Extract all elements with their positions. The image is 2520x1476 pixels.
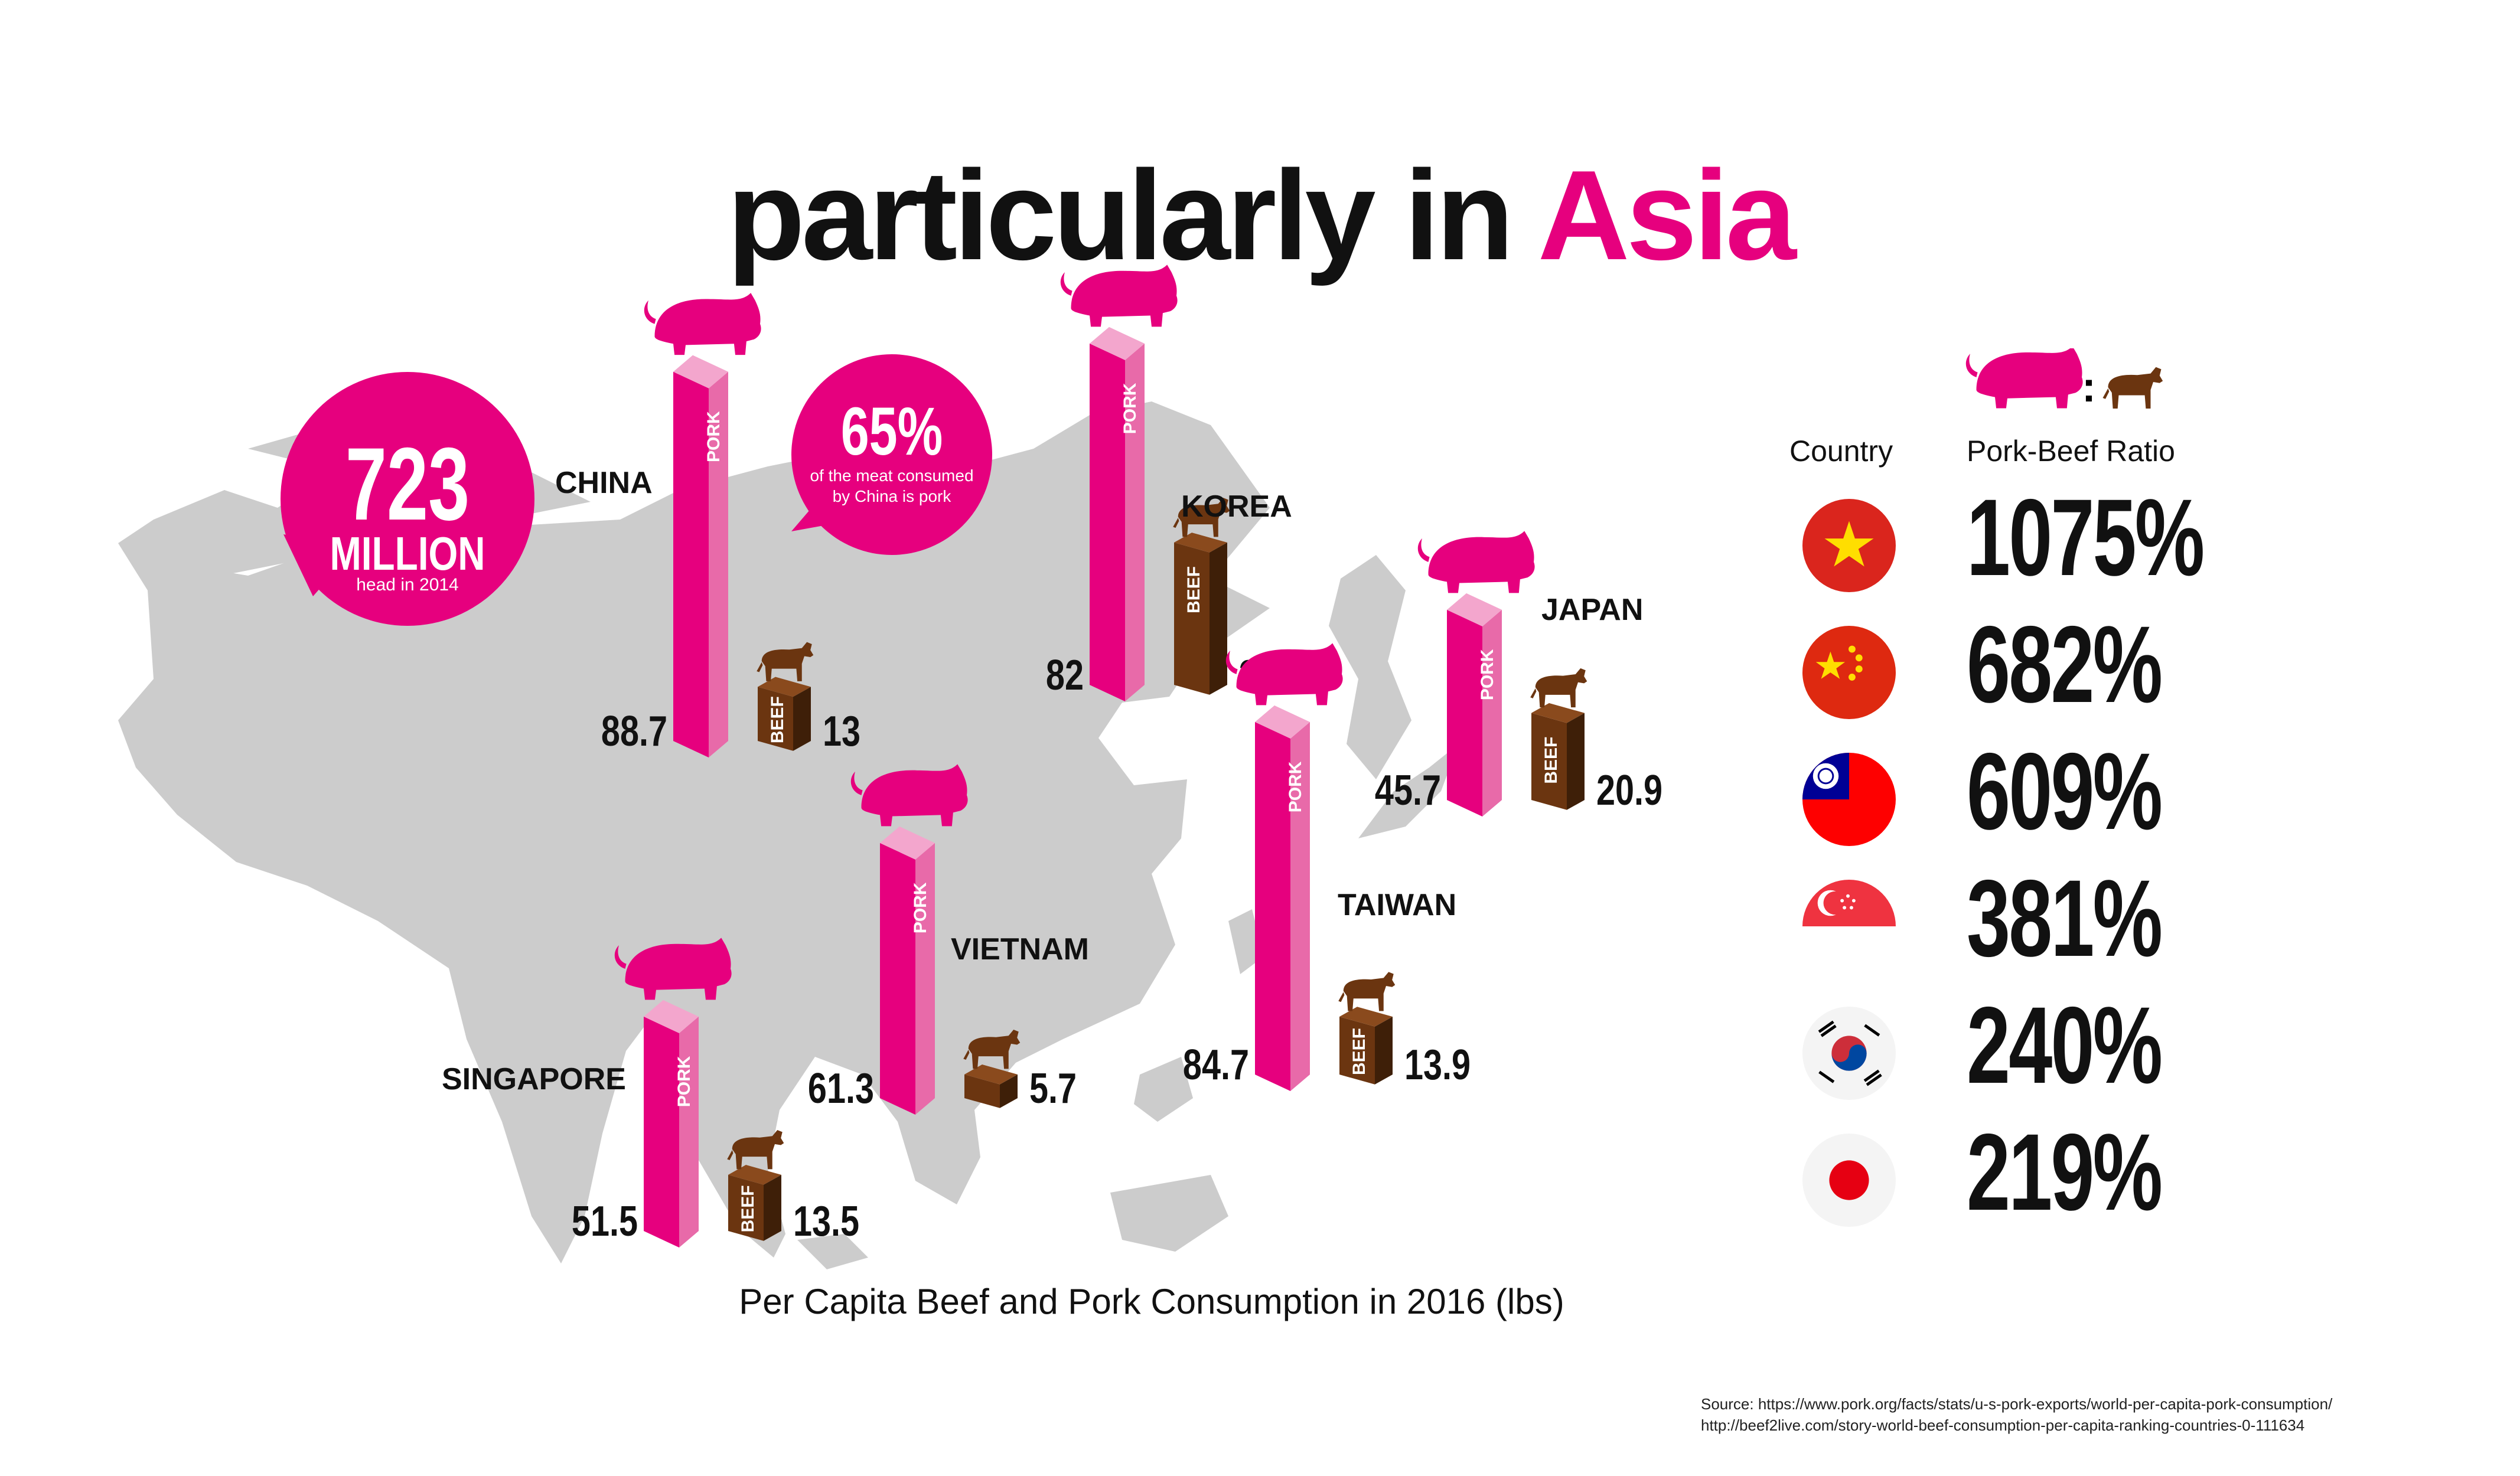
source-note: Source: https://www.pork.org/facts/stats… [1701,1393,2332,1436]
pork-label: PORK [1120,383,1140,434]
herd-bubble-circle [281,372,534,626]
cow-icon [1338,972,1396,1011]
pork-bar-vietnam [880,826,935,1115]
pig-icon [1965,346,2083,409]
pork-label: PORK [1478,649,1497,700]
pork-bar-korea [1090,326,1145,701]
china-flag-icon [1802,626,1896,719]
share-bubble-circle [791,354,992,555]
pork-label: PORK [911,882,930,933]
beef-value: 5.7 [1029,1064,1077,1112]
ratio-value: 1075% [1967,477,2205,599]
pig-icon [1060,264,1178,327]
beef-label: BEEF [738,1185,758,1232]
beef-bar-taiwan [1339,1007,1393,1085]
pork-value: 51.5 [572,1197,638,1245]
page-title: particularly in Asia [0,142,2520,289]
beef-bar-singapore [728,1165,781,1241]
pork-bar-china [673,355,728,757]
japan-flag-icon [1802,1134,1896,1227]
cow-icon [1530,668,1587,708]
country-group-taiwan: PORK 84.7 BEEF 13.9 TAIWAN [1183,643,1471,1091]
herd-bubble: 723 MILLION head in 2014 [281,372,534,626]
country-name: JAPAN [1541,593,1643,627]
country-group-china: PORK 88.7 BEEF 13 CHINA [555,293,860,757]
ratio-value: 682% [1967,604,2163,726]
share-caption-1: of the meat consumed [810,466,973,485]
ratio-value: 381% [1967,858,2163,979]
chart-caption: Per Capita Beef and Pork Consumption in … [739,1282,1564,1321]
country-name: TAIWAN [1338,888,1456,922]
bars-layer: PORK88.7BEEF13CHINAPORK82BEEF34.2KOREAPO… [442,264,1662,1248]
herd-caption: head in 2014 [356,575,459,595]
share-caption-2: by China is pork [833,487,952,505]
pork-bar-singapore [644,1000,699,1248]
beef-value: 20.9 [1596,766,1662,814]
pork-label: PORK [704,411,723,462]
ratio-value: 609% [1967,731,2163,853]
beef-value: 13 [823,707,860,755]
pork-value: 45.7 [1375,766,1441,814]
beef-label: BEEF [1541,737,1561,784]
country-name: VIETNAM [951,932,1089,966]
ratio-header: Pork-Beef Ratio [1967,435,2175,468]
pork-bar-taiwan [1255,705,1310,1091]
country-group-korea: PORK82BEEF34.2KOREA [1046,264,1305,701]
title-text: particularly in [727,143,1538,286]
ratio-legend-icons: : [1955,346,2179,419]
country-name: KOREA [1181,489,1292,524]
korea-flag-icon [1802,1007,1896,1100]
taiwan-flag-icon [1802,753,1896,846]
beef-bar-japan [1531,703,1585,810]
source-line-2: http://beef2live.com/story-world-beef-co… [1701,1416,2305,1435]
country-group-japan: PORK 45.7 BEEF 20.9 JAPAN [1375,531,1662,817]
herd-number: 723 [345,427,470,542]
beef-bar-china [758,677,811,751]
beef-value: 13.9 [1404,1041,1471,1089]
ratio-value: 219% [1967,1112,2163,1233]
pork-label: PORK [1286,761,1305,812]
vietnam-flag-icon [1802,499,1896,592]
beef-label: BEEF [1349,1028,1369,1075]
singapore-flag-icon [1802,880,1896,973]
country-group-vietnam: PORK 61.3 5.7 VIETNAM [808,764,1089,1115]
ratio-value: 240% [1967,985,2163,1106]
pork-value: 84.7 [1183,1041,1249,1089]
country-name: SINGAPORE [442,1062,626,1096]
herd-unit: MILLION [330,527,485,580]
pig-icon [1417,531,1535,593]
pork-value: 61.3 [808,1064,874,1112]
cow-icon [2102,367,2163,409]
beef-label: BEEF [768,696,787,743]
beef-label: BEEF [1184,566,1204,613]
share-number: 65% [841,393,943,469]
country-group-singapore: PORK 51.5 BEEF 13.5 SINGAPORE [442,938,859,1248]
country-header: Country [1789,435,1893,468]
pig-icon [644,293,761,355]
beef-bar-korea [1174,533,1227,695]
pork-bar-japan [1447,593,1502,817]
share-bubble: 65% of the meat consumed by China is por… [791,354,992,555]
beef-value: 13.5 [793,1197,859,1245]
title-highlight: Asia [1537,143,1797,286]
pork-label: PORK [674,1056,694,1107]
pork-value: 88.7 [601,707,667,755]
ratio-separator: : [2082,364,2096,411]
pork-value: 82 [1046,651,1084,699]
source-line-1: Source: https://www.pork.org/facts/stats… [1701,1395,2333,1413]
beef-bar-vietnam [964,1064,1018,1108]
country-name: CHINA [555,466,653,500]
